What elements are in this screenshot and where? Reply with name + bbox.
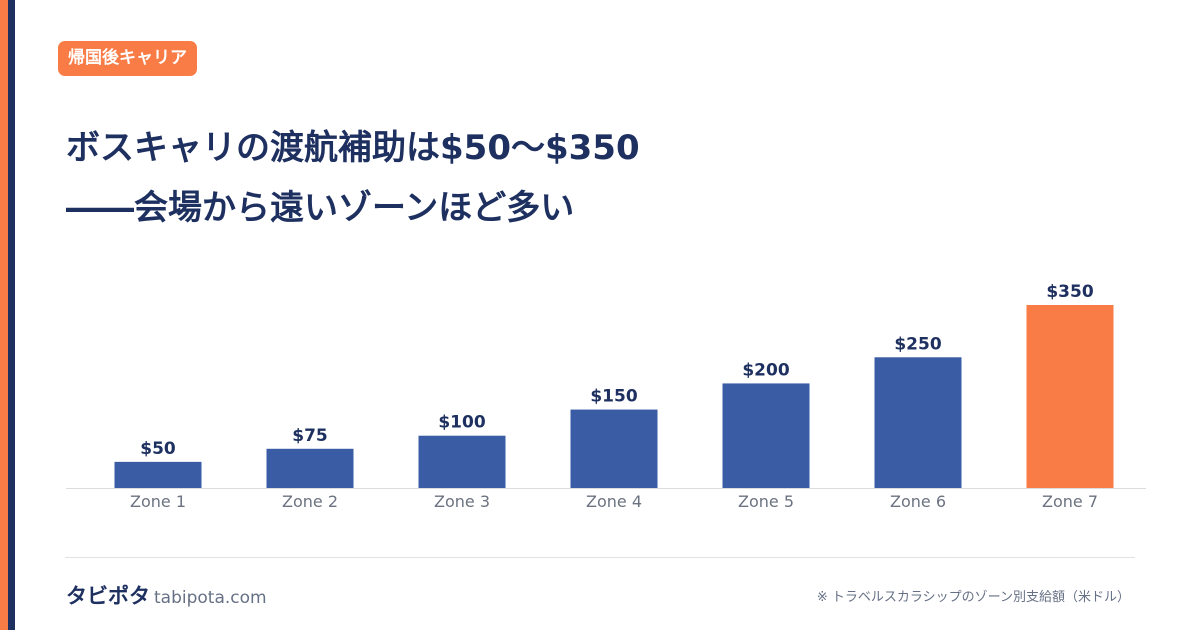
bar-zone-5 xyxy=(722,383,810,488)
bar-zone-1 xyxy=(114,461,202,488)
source-note: ※ トラベルスカラシップのゾーン別支給額（米ドル） xyxy=(816,590,1130,605)
bar-value-label: $50 xyxy=(140,439,176,459)
brand-name: タビポタ xyxy=(66,584,150,608)
footer-divider xyxy=(65,557,1135,558)
x-tick-label: Zone 3 xyxy=(434,492,490,511)
bar-zone-2 xyxy=(266,448,354,488)
x-tick-label: Zone 5 xyxy=(738,492,794,511)
brand: タビポタ tabipota.com xyxy=(66,580,267,610)
left-accent-stripe xyxy=(0,0,8,630)
bar-value-label: $100 xyxy=(438,413,485,433)
title-line-2: ――会場から遠いゾーンほど多い xyxy=(66,188,575,228)
bar-zone-7 xyxy=(1026,305,1114,488)
bar-zone-3 xyxy=(418,435,506,488)
category-tag: 帰国後キャリア xyxy=(58,41,197,76)
x-tick-label: Zone 6 xyxy=(890,492,946,511)
brand-url: tabipota.com xyxy=(154,588,267,608)
x-tick-label: Zone 1 xyxy=(130,492,186,511)
bar-value-label: $350 xyxy=(1046,282,1093,302)
page-title: ボスキャリの渡航補助は$50〜$350 ――会場から遠いゾーンほど多い xyxy=(66,118,640,238)
bar-value-label: $150 xyxy=(590,387,637,407)
title-line-1: ボスキャリの渡航補助は$50〜$350 xyxy=(66,128,640,168)
bar-value-label: $200 xyxy=(742,360,789,380)
bar-zone-6 xyxy=(874,357,962,488)
x-tick-label: Zone 7 xyxy=(1042,492,1098,511)
x-tick-label: Zone 2 xyxy=(282,492,338,511)
x-tick-label: Zone 4 xyxy=(586,492,642,511)
bar-zone-4 xyxy=(570,409,658,488)
bar-value-label: $75 xyxy=(292,426,328,446)
bar-value-label: $250 xyxy=(894,334,941,354)
left-navy-stripe xyxy=(8,0,15,630)
